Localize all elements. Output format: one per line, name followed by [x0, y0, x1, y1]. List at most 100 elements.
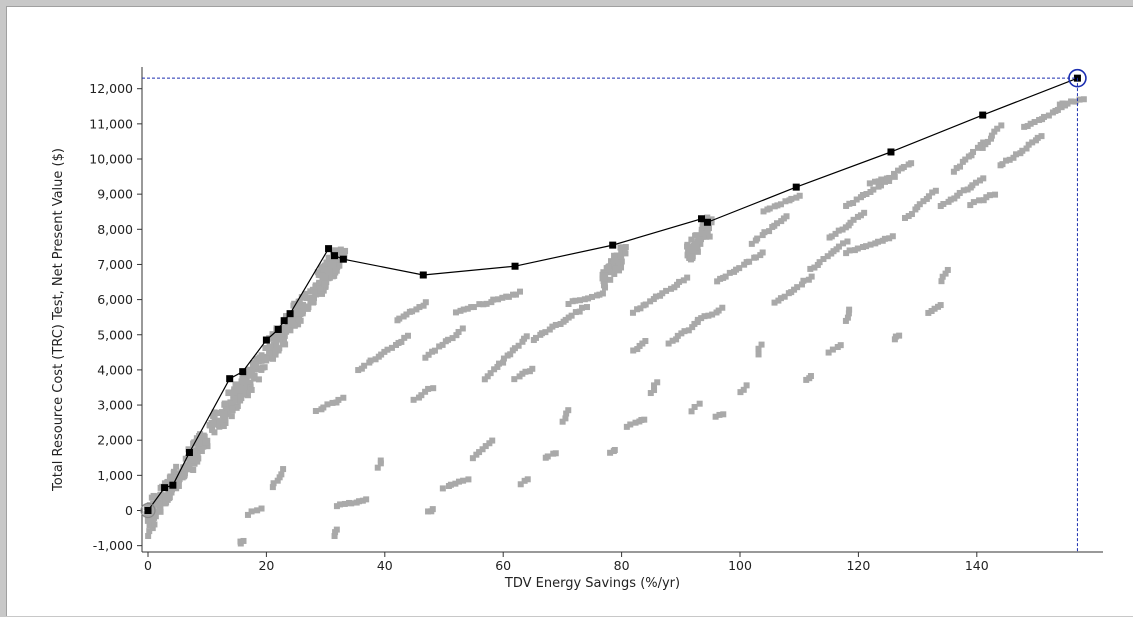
alternative-point	[611, 252, 618, 259]
frontier-point	[511, 262, 519, 270]
frontier-point	[280, 317, 288, 325]
alternative-point	[563, 410, 570, 417]
alternative-point	[521, 477, 528, 484]
alternative-point	[300, 304, 307, 311]
alternative-point	[583, 304, 590, 311]
frontier-point	[274, 325, 282, 333]
alternative-point	[500, 359, 507, 366]
alternative-point	[239, 376, 246, 383]
alternative-point	[312, 407, 319, 414]
alternative-point	[771, 299, 778, 306]
alternative-point	[519, 338, 526, 345]
x-tick-label: 80	[614, 558, 630, 573]
alternative-point	[182, 465, 189, 472]
y-tick-label: 0	[125, 503, 133, 518]
y-tick-label: 2,000	[97, 433, 133, 448]
alternative-point	[413, 306, 420, 313]
alternative-point	[820, 256, 827, 263]
alternative-point	[737, 389, 744, 396]
alternative-point	[171, 474, 178, 481]
alternative-point	[206, 422, 213, 429]
alternative-point	[774, 202, 781, 209]
alternative-point	[944, 266, 951, 273]
alternative-point	[333, 503, 340, 510]
alternative-point	[186, 462, 193, 469]
alternative-point	[439, 485, 446, 492]
alternative-point	[445, 336, 452, 343]
alternative-point	[692, 232, 699, 239]
alternative-point	[429, 506, 436, 513]
alternative-point	[578, 304, 585, 311]
alternative-point	[835, 227, 842, 234]
alternative-point	[889, 233, 896, 240]
alternative-point	[146, 528, 153, 535]
alternative-point	[198, 448, 205, 455]
alternative-point	[940, 200, 947, 207]
alternative-point	[859, 244, 866, 251]
alternative-point	[290, 302, 297, 309]
alternative-point	[688, 236, 695, 243]
y-tick-label: 10,000	[89, 152, 133, 167]
alternative-point	[190, 467, 197, 474]
alternative-point	[276, 345, 283, 352]
alternative-point	[500, 355, 507, 362]
alternative-point	[663, 287, 670, 294]
alternative-point	[404, 332, 411, 339]
alternative-point	[846, 247, 853, 254]
alternative-point	[263, 355, 270, 362]
alternative-point	[816, 259, 823, 266]
alternative-point	[487, 370, 494, 377]
x-tick-label: 120	[846, 558, 870, 573]
alternative-point	[807, 265, 814, 272]
alternative-point	[704, 214, 711, 221]
alternative-point	[1059, 100, 1066, 107]
alternative-point	[190, 457, 197, 464]
alternative-point	[791, 286, 798, 293]
alternative-point	[976, 177, 983, 184]
alternative-point	[842, 317, 849, 324]
frontier-point	[286, 310, 294, 318]
alternative-point	[811, 264, 818, 271]
alternative-point	[783, 213, 790, 220]
alternative-point	[698, 315, 705, 322]
alternative-point	[705, 312, 712, 319]
alternative-point	[853, 196, 860, 203]
alternative-point	[676, 278, 683, 285]
alternative-point	[355, 367, 362, 374]
y-tick-label: 6,000	[97, 292, 133, 307]
alternative-point	[863, 243, 870, 250]
alternative-point	[262, 344, 269, 351]
alternative-point	[152, 512, 159, 519]
alternative-point	[147, 518, 154, 525]
alternative-point	[176, 472, 183, 479]
alternative-point	[157, 508, 164, 515]
alternative-point	[254, 507, 261, 514]
alternative-point	[970, 199, 977, 206]
alternative-point	[828, 233, 835, 240]
alternative-point	[337, 246, 344, 253]
alternative-point	[979, 144, 986, 151]
alternative-point	[261, 364, 268, 371]
x-tick-label: 20	[258, 558, 274, 573]
alternative-point	[639, 340, 646, 347]
alternative-point	[516, 288, 523, 295]
alternative-point	[1027, 120, 1034, 127]
y-tick-label: -1,000	[93, 538, 133, 553]
frontier-point	[887, 148, 895, 156]
alternative-point	[484, 373, 491, 380]
alternative-point	[278, 325, 285, 332]
alternative-point	[312, 283, 319, 290]
alternative-point	[905, 213, 912, 220]
alternative-point	[326, 271, 333, 278]
alternative-point	[577, 297, 584, 304]
alternative-point	[988, 132, 995, 139]
alternative-point	[601, 272, 608, 279]
alternative-point	[544, 453, 551, 460]
alternative-point	[460, 306, 467, 313]
alternative-point	[632, 419, 639, 426]
selected-point-marker	[1068, 68, 1087, 88]
alternative-point	[332, 267, 339, 274]
alternative-point	[576, 308, 583, 315]
alternative-point	[607, 276, 614, 283]
alternative-point	[760, 208, 767, 215]
